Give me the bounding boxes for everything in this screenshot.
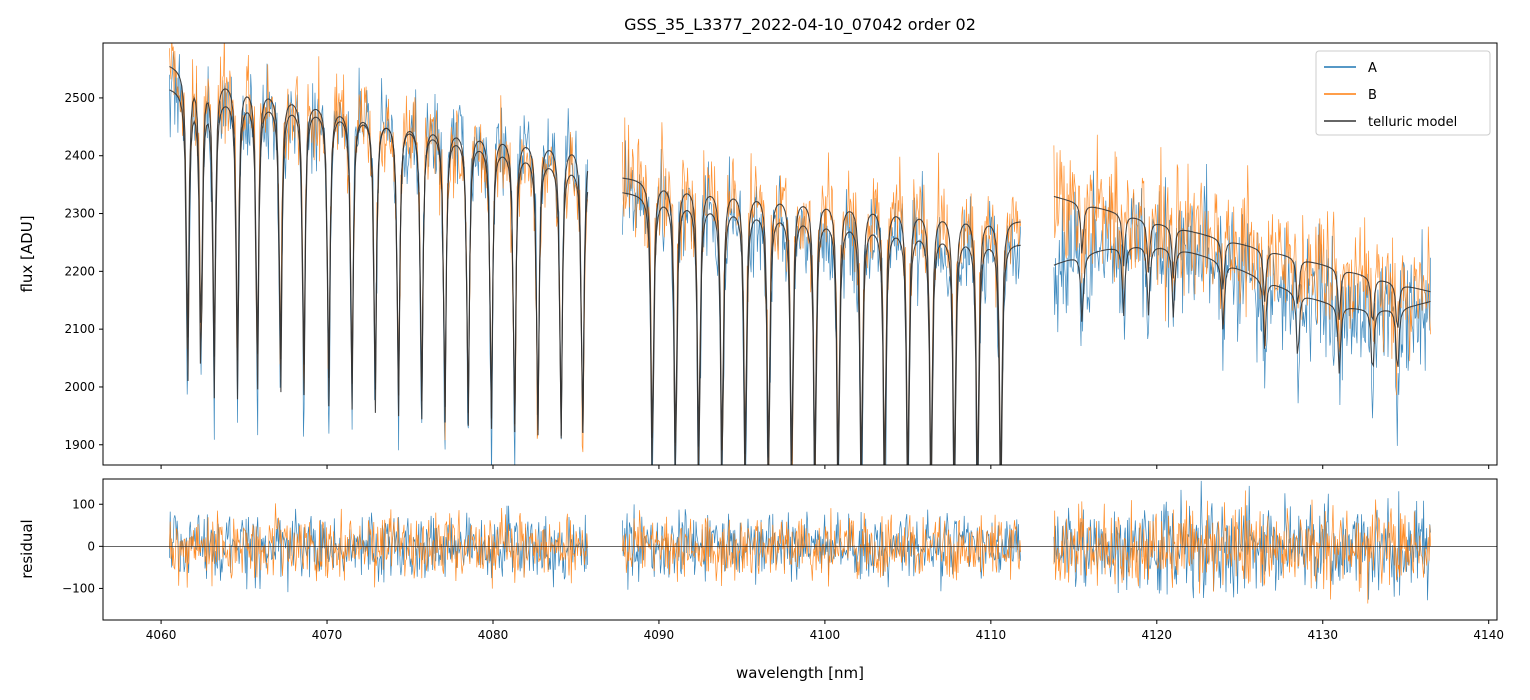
series-B-segment-2 xyxy=(622,117,1022,465)
residual-plot-area xyxy=(103,480,1497,604)
top-y-tick-label: 2400 xyxy=(64,149,95,163)
telluric-model-A-segment-2 xyxy=(622,192,1021,465)
x-tick-label: 4120 xyxy=(1142,628,1173,642)
top-y-tick-label: 1900 xyxy=(64,438,95,452)
legend-label-telluric-model: telluric model xyxy=(1368,115,1457,130)
residual-axes-frame xyxy=(102,478,1498,621)
telluric-model-A-segment-3 xyxy=(1053,247,1431,374)
x-tick-label: 4090 xyxy=(644,628,675,642)
residual-B-segment-3 xyxy=(1053,490,1431,604)
x-tick-label: 4130 xyxy=(1307,628,1338,642)
top-y-tick-label: 2000 xyxy=(64,380,95,394)
residual-y-tick-label: −100 xyxy=(62,581,95,595)
chart-title: GSS_35_L3377_2022-04-10_07042 order 02 xyxy=(624,15,976,35)
legend-box xyxy=(1315,50,1491,136)
series-A-segment-3 xyxy=(1053,163,1431,446)
residual-B-segment-1 xyxy=(169,503,588,589)
telluric-model-B-segment-2 xyxy=(622,177,1021,465)
x-tick-label: 4110 xyxy=(976,628,1007,642)
top-y-tick-label: 2100 xyxy=(64,322,95,336)
plot-layer: 4060 4070 4080 4090 4100 4110 4120 4130 4140 1900… xyxy=(62,42,1504,642)
series-B-segment-1 xyxy=(169,43,588,453)
telluric-model-B-segment-3 xyxy=(1053,195,1431,328)
x-tick-label: 4060 xyxy=(146,628,177,642)
residual-A-segment-1 xyxy=(169,505,588,593)
legend-label-A: A xyxy=(1368,61,1377,76)
top-y-axis-label: flux [ADU] xyxy=(18,215,36,292)
telluric-model-A-segment-1 xyxy=(169,89,589,439)
series-B-segment-3 xyxy=(1053,134,1431,396)
spectrum-axes-frame xyxy=(102,42,1498,466)
top-y-tick-label: 2300 xyxy=(64,207,95,221)
top-y-tick-label: 2200 xyxy=(64,264,95,278)
residual-y-tick-label: 100 xyxy=(72,497,95,511)
x-tick-label: 4100 xyxy=(810,628,841,642)
series-A-segment-2 xyxy=(622,140,1022,465)
spectrum-plot-area xyxy=(169,43,1431,465)
residual-y-tick-label: 0 xyxy=(87,539,95,553)
x-tick-label: 4080 xyxy=(478,628,509,642)
x-axis-label: wavelength [nm] xyxy=(736,664,864,682)
residual-B-segment-2 xyxy=(622,508,1022,587)
x-tick-label: 4070 xyxy=(312,628,343,642)
series-A-segment-1 xyxy=(169,51,588,465)
residual-y-axis-label: residual xyxy=(18,519,36,578)
telluric-model-B-segment-1 xyxy=(169,66,589,436)
legend-label-B: B xyxy=(1368,88,1377,103)
x-tick-label: 4140 xyxy=(1473,628,1504,642)
top-y-tick-label: 2500 xyxy=(64,91,95,105)
